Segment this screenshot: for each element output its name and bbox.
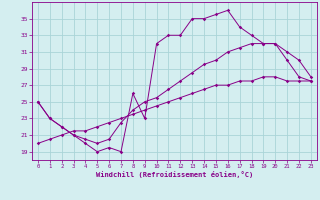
X-axis label: Windchill (Refroidissement éolien,°C): Windchill (Refroidissement éolien,°C) xyxy=(96,171,253,178)
